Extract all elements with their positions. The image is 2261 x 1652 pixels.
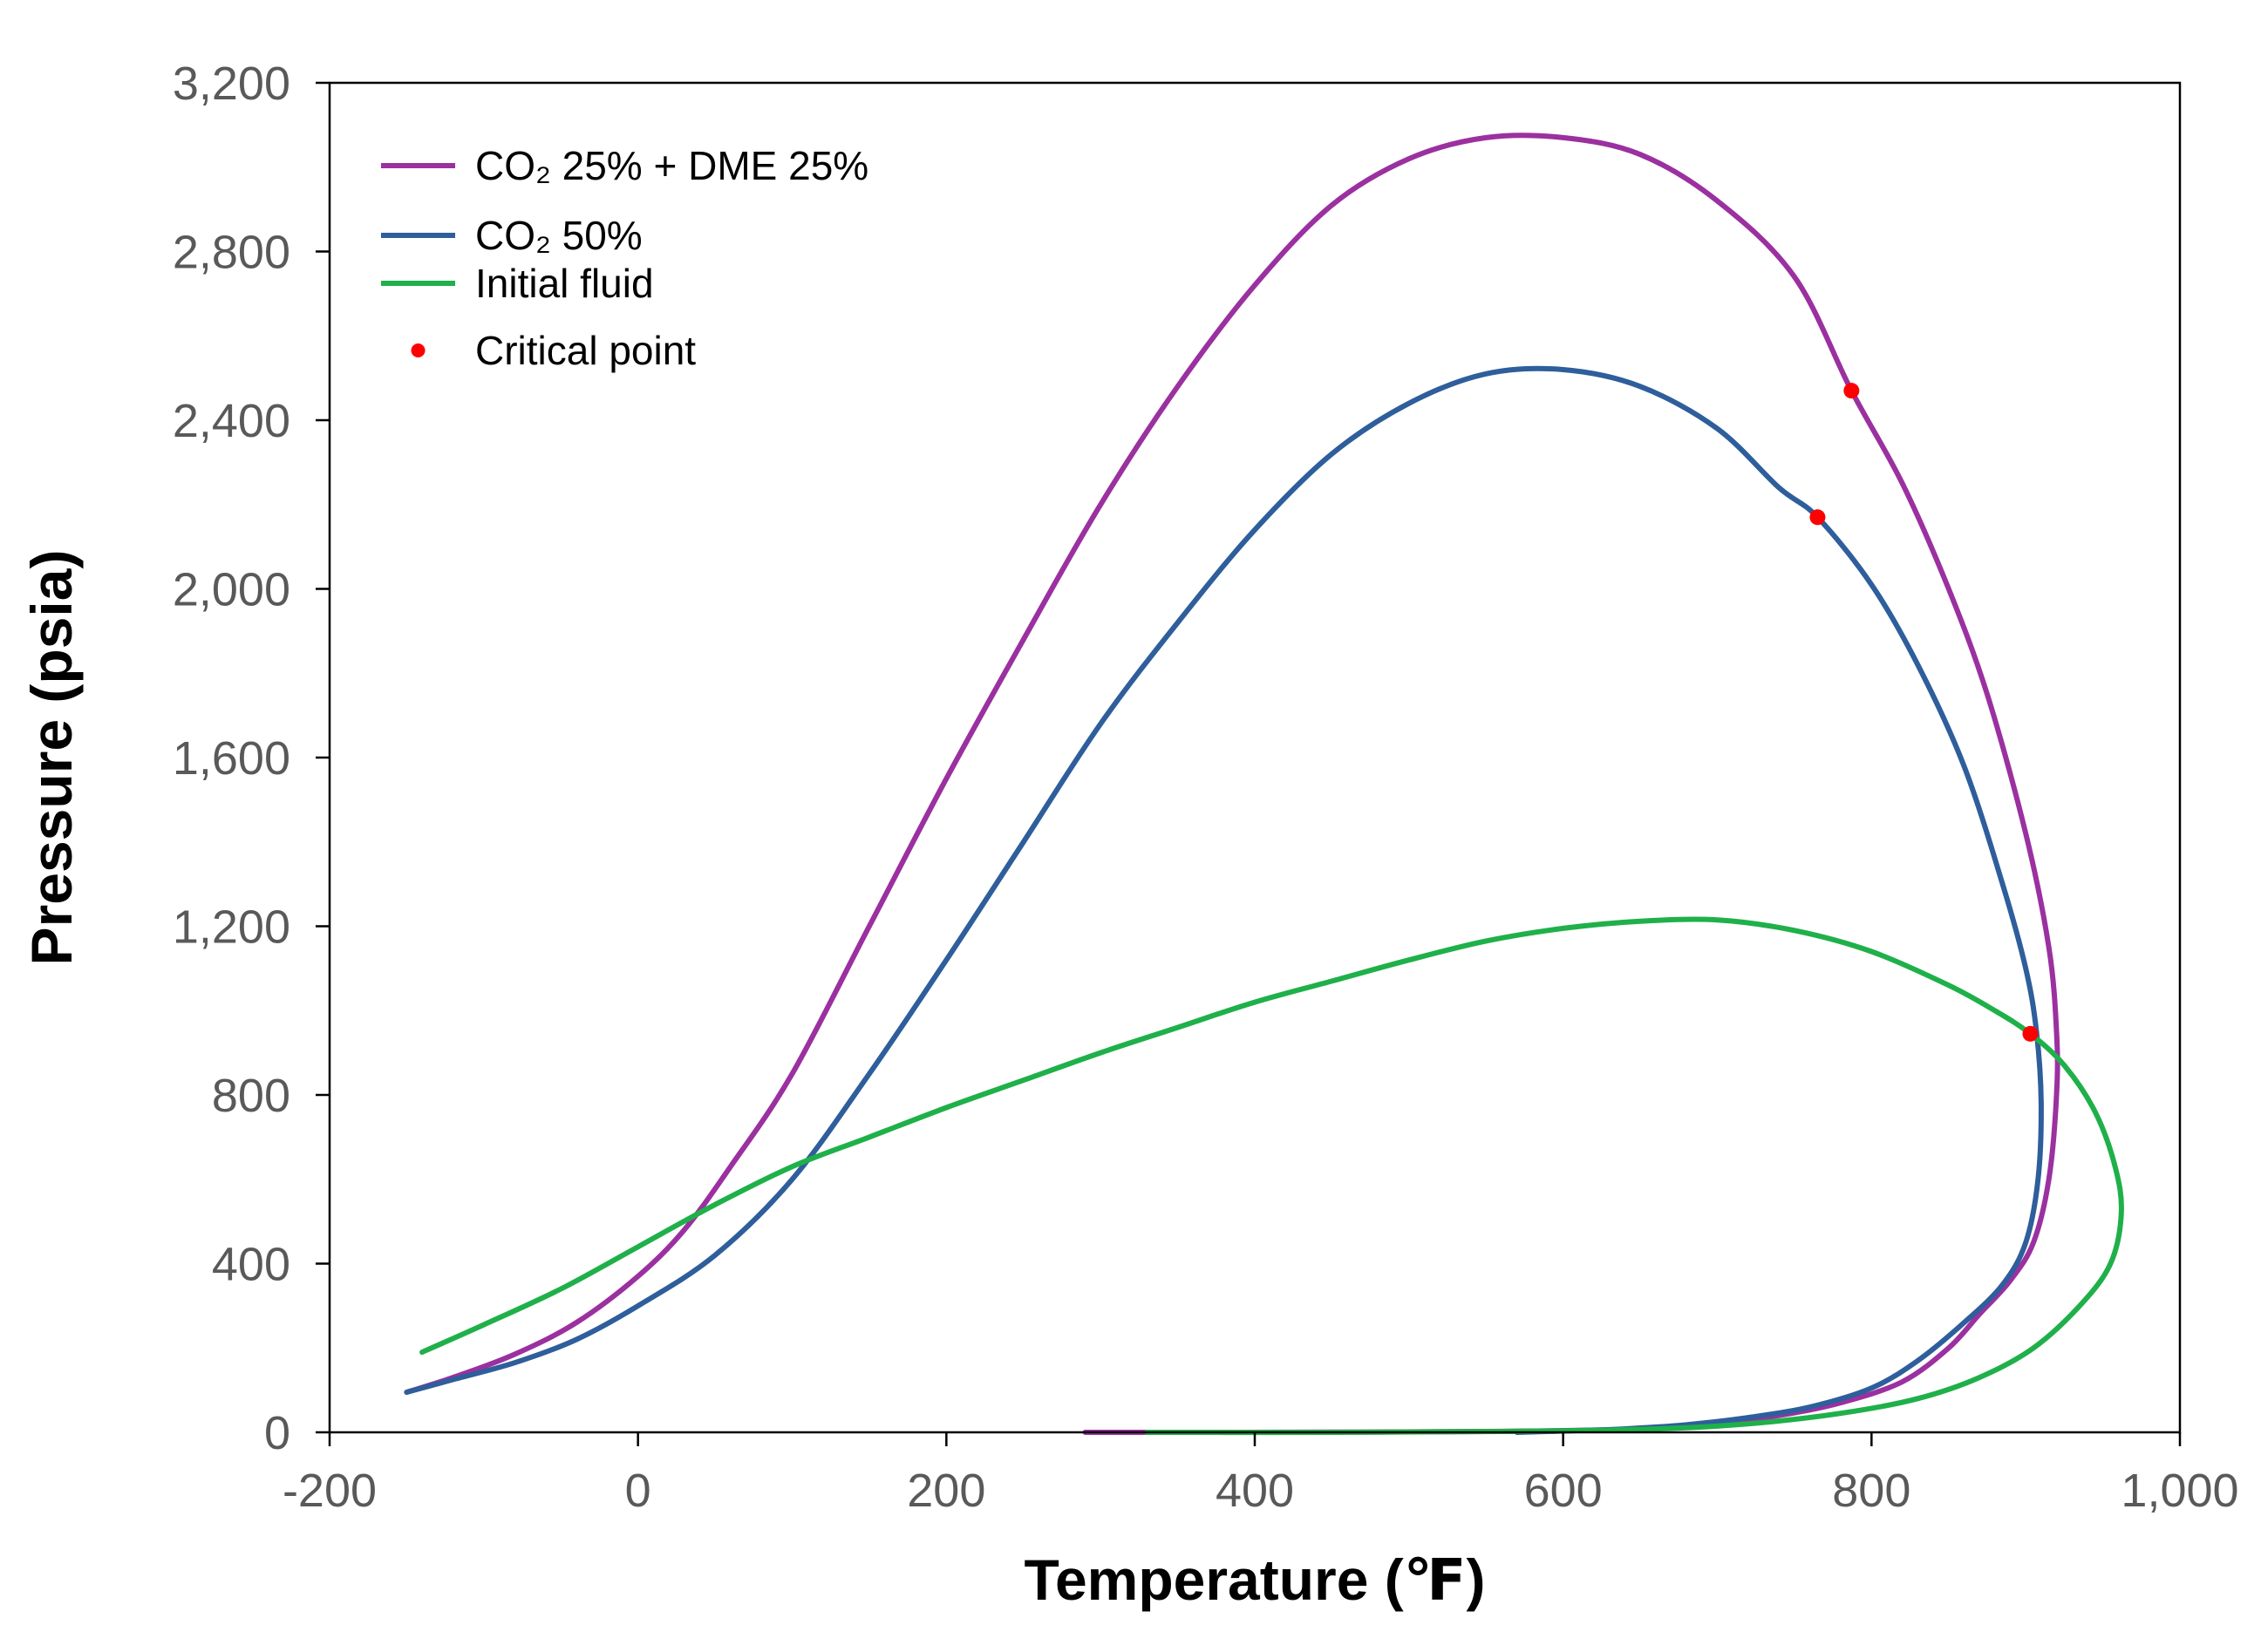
y-tick-label: 400 [212,1239,290,1291]
legend-label-co2-50: CO₂ 50% [475,213,643,258]
critical-point-layer [1809,383,2039,1042]
x-tick-label: -200 [283,1465,377,1517]
x-tick-label: 0 [625,1465,651,1517]
series-layer [404,133,2124,1436]
x-tick-label: 400 [1216,1465,1294,1517]
y-tick-label: 2,400 [173,395,290,447]
series-line-co2-dme [404,133,2060,1436]
legend: CO₂ 25% + DME 25% CO₂ 50% Initial fluid … [381,143,868,373]
critical-point-marker [2022,1025,2039,1042]
critical-point-marker [1843,383,1860,399]
x-tick-label: 1,000 [2121,1465,2238,1517]
series-line-co2-50 [404,365,2044,1435]
legend-swatch-critical-point [411,343,426,357]
y-tick-label: 1,200 [173,901,290,954]
y-tick-label: 1,600 [173,732,290,785]
legend-label-co2-dme: CO₂ 25% + DME 25% [475,143,868,188]
legend-label-critical-point: Critical point [475,328,696,373]
axis-layer: -200 0 200 400 600 800 1,000 0 400 800 1,200 1,600 2… [173,58,2239,1517]
series-line-initial-fluid [419,916,2124,1436]
y-tick-label: 0 [264,1407,290,1459]
critical-point-marker [1809,509,1826,526]
y-tick-label: 2,800 [173,227,290,279]
legend-label-initial-fluid: Initial fluid [475,261,654,306]
y-tick-label: 3,200 [173,58,290,110]
y-tick-label: 2,000 [173,564,290,616]
x-axis-title: Temperature (℉) [1025,1547,1486,1612]
x-tick-label: 800 [1832,1465,1910,1517]
y-axis-title: Pressure (psia) [19,550,84,966]
y-tick-label: 800 [212,1070,290,1122]
x-tick-label: 600 [1524,1465,1603,1517]
x-tick-label: 200 [907,1465,985,1517]
